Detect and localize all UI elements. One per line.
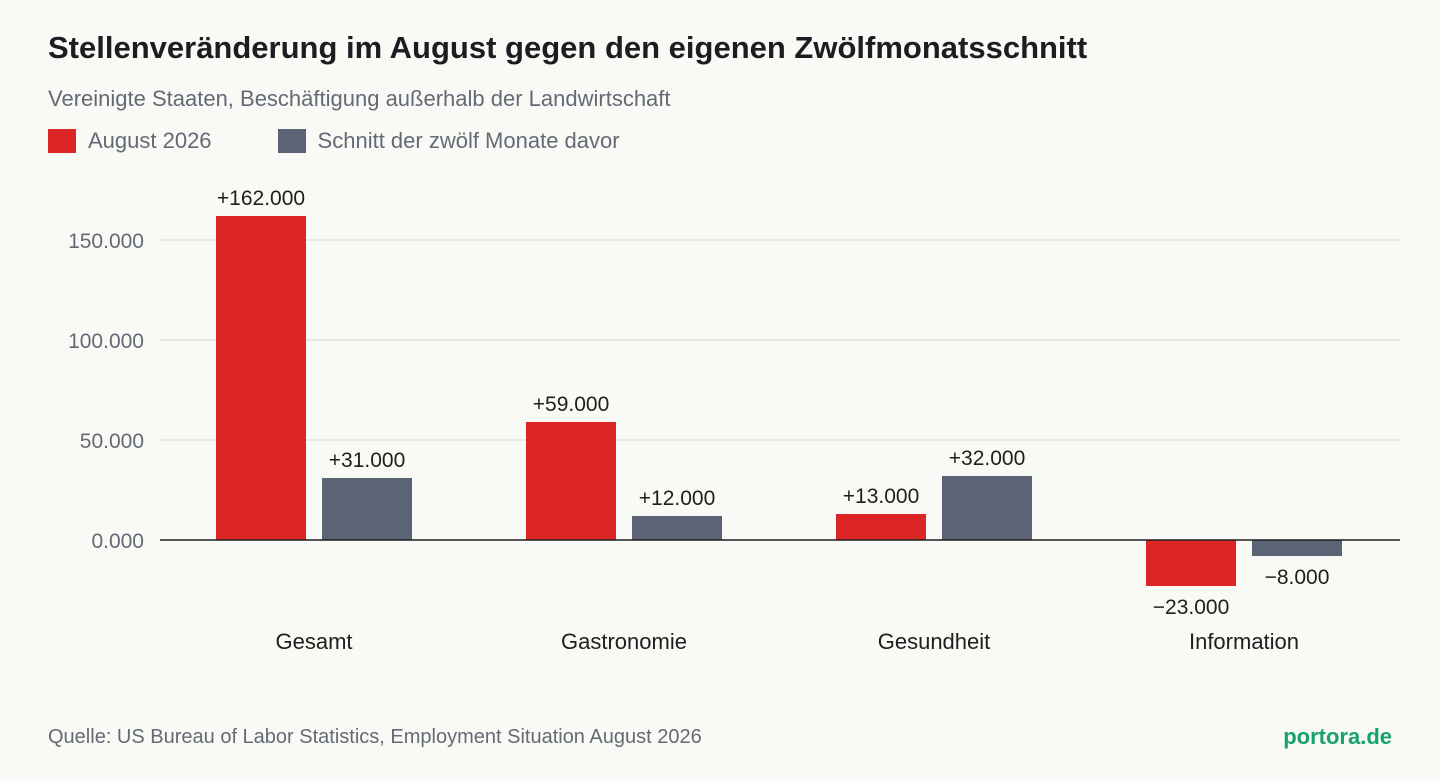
x-tick-label: Information [1189, 629, 1299, 654]
data-label: +32.000 [949, 447, 1026, 470]
legend-item-august: August 2026 [48, 128, 212, 154]
data-label: −8.000 [1265, 566, 1330, 589]
y-tick-label: 50.000 [80, 430, 144, 453]
legend-label-august: August 2026 [88, 128, 212, 153]
bar-chart: 0.000 50.000 100.000 150.000 +162.000 +31.000… [68, 187, 1400, 654]
data-label: +12.000 [639, 487, 716, 510]
data-label: +31.000 [329, 449, 406, 472]
bar [322, 478, 412, 540]
x-tick-label: Gesundheit [878, 629, 991, 654]
bar [1146, 540, 1236, 586]
bar [526, 422, 616, 540]
legend-label-average: Schnitt der zwölf Monate davor [317, 128, 620, 153]
y-tick-label: 150.000 [68, 230, 144, 253]
legend-swatch-august [48, 129, 76, 153]
source-note: Quelle: US Bureau of Labor Statistics, E… [48, 726, 702, 748]
x-tick-label: Gesamt [275, 629, 352, 654]
legend-item-average: Schnitt der zwölf Monate davor [277, 128, 620, 154]
bar [1252, 540, 1342, 556]
data-label: +162.000 [217, 187, 305, 210]
x-tick-label: Gastronomie [561, 629, 687, 654]
bar [942, 476, 1032, 540]
chart-subtitle: Vereinigte Staaten, Beschäftigung außerh… [48, 86, 671, 111]
data-label: +59.000 [533, 393, 610, 416]
legend-swatch-average [277, 129, 306, 153]
data-label: +13.000 [843, 485, 920, 508]
bar [836, 514, 926, 540]
data-label: −23.000 [1153, 596, 1230, 619]
brand-logo: portora.de [1283, 724, 1392, 749]
bar [632, 516, 722, 540]
bar [216, 216, 306, 540]
chart-title: Stellenveränderung im August gegen den e… [48, 30, 1088, 65]
y-tick-label: 100.000 [68, 330, 144, 353]
legend: August 2026 Schnitt der zwölf Monate dav… [48, 128, 686, 154]
y-tick-label: 0.000 [91, 530, 144, 553]
